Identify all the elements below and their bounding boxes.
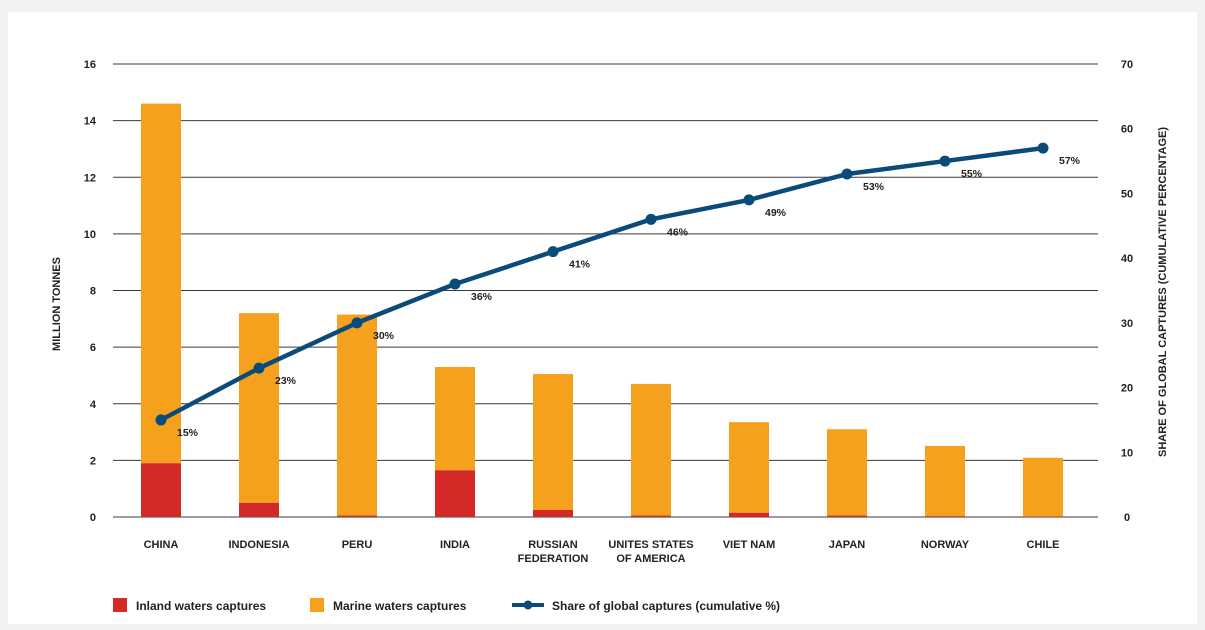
share-point (743, 194, 755, 206)
bar-marine (925, 445, 965, 517)
share-point (547, 246, 559, 258)
x-tick-label: NORWAY (921, 539, 970, 551)
legend-label-marine: Marine waters captures (333, 599, 467, 613)
bar-inland (631, 515, 671, 517)
y-tick-label: 12 (84, 172, 96, 184)
bar-inland (1023, 516, 1063, 517)
bar-marine (827, 429, 867, 516)
bar-inland (141, 463, 181, 517)
share-data-label: 49% (765, 207, 787, 219)
x-tick-label: VIET NAM (723, 539, 776, 551)
share-line (159, 145, 1044, 422)
x-tick-label: CHINA (144, 539, 179, 551)
share-data-label: 36% (471, 291, 493, 303)
chart-svg: 0 2 4 6 8 10 12 14 16 0 10 20 30 40 50 60 70 15% 23% 30% 3… (51, 59, 1169, 613)
x-tick-label: INDONESIA (228, 539, 289, 551)
x-tick-label: CHILE (1027, 539, 1060, 551)
y2-tick-label: 70 (1121, 59, 1133, 71)
category-labels: CHINA INDONESIA PERU INDIA RUSSIAN FEDERATION… (144, 539, 1060, 565)
y2-tick-label: 60 (1121, 124, 1133, 136)
share-point (351, 317, 363, 329)
x-tick-label: FEDERATION (518, 553, 589, 565)
bar-marine (533, 374, 573, 510)
share-point (449, 278, 461, 290)
y2-tick-label: 20 (1121, 383, 1133, 395)
y2-tick-label: 40 (1121, 253, 1133, 265)
legend-swatch-inland (113, 598, 127, 612)
y-axis-title: MILLION TONNES (51, 257, 63, 351)
share-data-label: 55% (961, 168, 983, 180)
bar-inland (729, 512, 769, 517)
share-point (253, 362, 265, 374)
y-tick-label: 2 (90, 455, 96, 467)
share-data-label: 23% (275, 375, 297, 387)
share-data-label: 57% (1059, 155, 1081, 167)
bar-inland (337, 515, 377, 517)
left-axis-ticks: 0 2 4 6 8 10 12 14 16 (84, 59, 97, 524)
x-tick-label: PERU (342, 539, 373, 551)
bar-marine (1023, 457, 1063, 517)
bars (141, 103, 1063, 517)
share-point (939, 155, 951, 167)
right-axis-ticks: 0 10 20 30 40 50 60 70 (1121, 59, 1133, 524)
bar-inland (827, 515, 867, 517)
share-data-label: 30% (373, 330, 395, 342)
y2-tick-label: 10 (1121, 447, 1133, 459)
bar-marine (337, 314, 377, 516)
bar-inland (435, 470, 475, 517)
y2-tick-label: 0 (1124, 512, 1130, 524)
y-tick-label: 4 (90, 399, 97, 411)
share-point (1037, 142, 1049, 154)
y-tick-label: 6 (90, 342, 96, 354)
chart-figure: 0 2 4 6 8 10 12 14 16 0 10 20 30 40 50 60 70 15% 23% 30% 3… (8, 12, 1197, 624)
y-tick-label: 8 (90, 286, 96, 298)
y-tick-label: 10 (84, 229, 96, 241)
y2-tick-label: 50 (1121, 188, 1133, 200)
share-point (645, 213, 657, 225)
y-tick-label: 0 (90, 512, 96, 524)
legend: Inland waters captures Marine waters cap… (113, 598, 780, 613)
x-tick-label: UNITES STATES (608, 539, 693, 551)
share-data-label: 15% (177, 427, 199, 439)
legend-label-inland: Inland waters captures (136, 599, 266, 613)
y-tick-label: 16 (84, 59, 96, 71)
cumulative-line: 15% 23% 30% 36% 41% 46% 49% 53% 55% 57% (155, 142, 1081, 439)
bar-marine (141, 103, 181, 464)
bar-inland (533, 509, 573, 517)
bar-inland (925, 516, 965, 517)
share-data-label: 41% (569, 259, 591, 271)
bar-marine (239, 313, 279, 503)
x-tick-label: INDIA (440, 539, 470, 551)
share-data-label: 46% (667, 226, 689, 238)
x-tick-label: JAPAN (829, 539, 866, 551)
bar-marine (631, 383, 671, 516)
bar-marine (729, 422, 769, 513)
y-tick-label: 14 (84, 116, 97, 128)
legend-label-share: Share of global captures (cumulative %) (552, 599, 780, 613)
share-point (155, 414, 167, 426)
y2-tick-label: 30 (1121, 318, 1133, 330)
x-tick-label: RUSSIAN (528, 539, 578, 551)
y2-axis-title: SHARE OF GLOBAL CAPTURES (CUMULATIVE PER… (1157, 127, 1169, 457)
x-tick-label: OF AMERICA (616, 553, 685, 565)
legend-swatch-marker (523, 600, 533, 610)
bar-marine (435, 366, 475, 471)
bar-inland (239, 502, 279, 517)
share-point (841, 168, 853, 180)
legend-swatch-marine (310, 598, 324, 612)
share-data-label: 53% (863, 181, 885, 193)
